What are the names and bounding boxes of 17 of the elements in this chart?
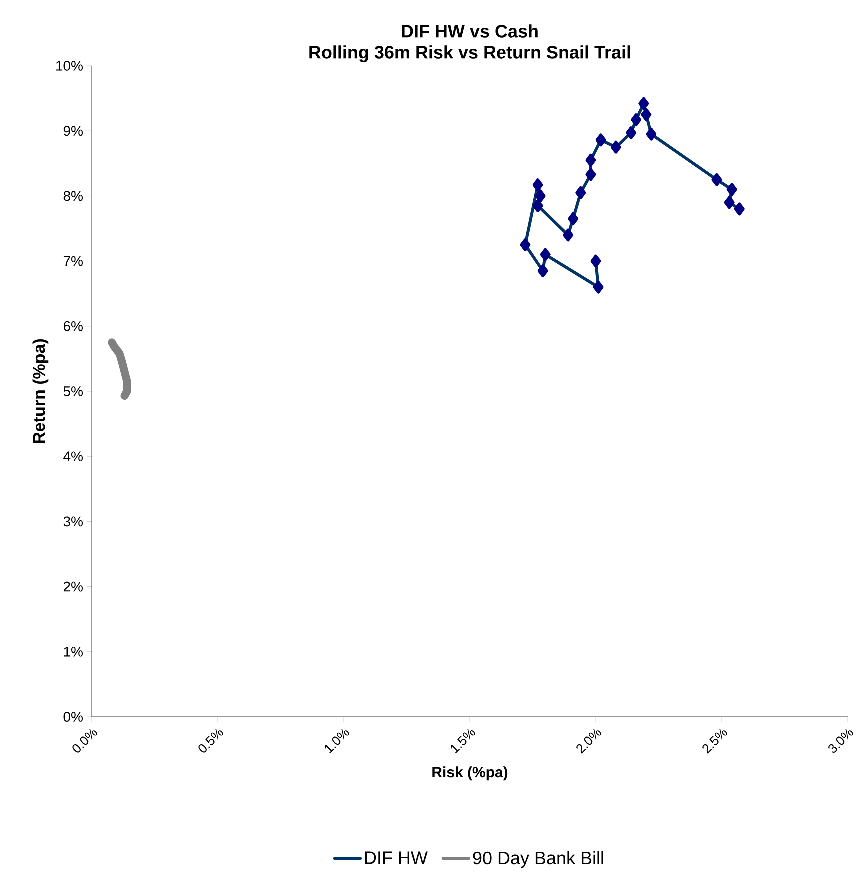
legend-label: DIF HW: [365, 852, 428, 864]
legend-label: 90 Day Bank Bill: [473, 851, 604, 868]
y-tick-label: 3%: [64, 516, 83, 527]
y-tick-label: 6%: [64, 321, 83, 332]
chart-subtitle: Rolling 36m Risk vs Return Snail Trail: [310, 46, 630, 62]
y-tick-label: 9%: [64, 126, 83, 136]
y-tick-label: 7%: [64, 256, 83, 266]
y-tick-label: 8%: [64, 191, 83, 202]
y-tick-label: 4%: [64, 452, 83, 462]
y-axis-title: Return (%pa): [32, 339, 49, 444]
y-tick-label: 2%: [64, 582, 83, 592]
y-tick-label: 1%: [64, 646, 83, 657]
y-tick-label: 0%: [64, 712, 83, 722]
y-tick-label: 10%: [56, 61, 83, 71]
y-tick-label: 5%: [64, 386, 83, 396]
chart-title: DIF HW vs Cash: [402, 24, 538, 38]
x-axis-title: Risk (%pa): [432, 766, 508, 781]
